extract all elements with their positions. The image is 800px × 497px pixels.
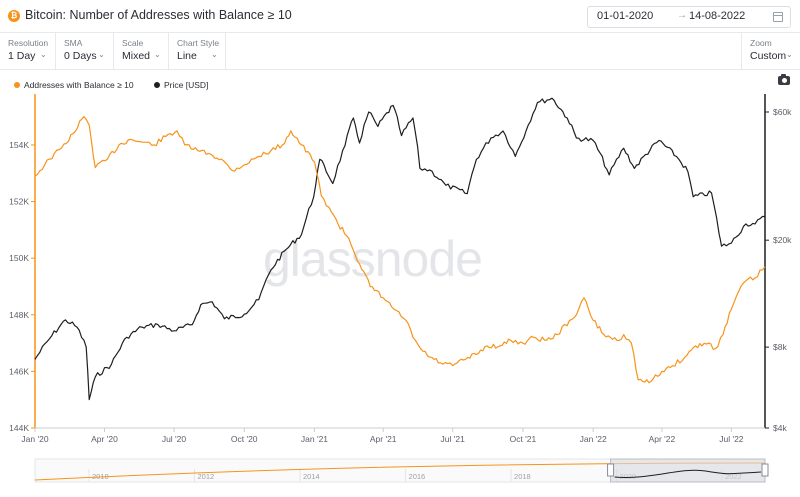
navigator-tick-label: 2018 <box>514 472 531 481</box>
x-tick-label: Jan '21 <box>301 434 328 444</box>
legend-label-addresses: Addresses with Balance ≥ 10 <box>24 79 134 90</box>
y-left-tick-label: 152K <box>9 197 29 207</box>
x-tick-label: Apr '22 <box>649 434 676 444</box>
y-right-tick-label: $60k <box>773 107 792 117</box>
legend-label-price: Price [USD] <box>164 79 209 90</box>
x-tick-label: Apr '21 <box>370 434 397 444</box>
date-start-input[interactable]: 01-01-2020 <box>597 10 654 22</box>
x-tick-label: Jul '20 <box>162 434 187 444</box>
header-bar: ₿ Bitcoin: Number of Addresses with Bala… <box>0 0 800 32</box>
y-left-tick-label: 150K <box>9 253 29 263</box>
y-left-tick-label: 144K <box>9 423 29 433</box>
chevron-down-icon: ⌄ <box>154 50 161 59</box>
arrow-right-icon: → <box>677 10 687 21</box>
resolution-select[interactable]: Resolution 1 Day ⌄ <box>0 33 56 70</box>
legend-dot-addresses <box>14 81 20 88</box>
x-tick-label: Oct '21 <box>510 434 537 444</box>
page-title: Bitcoin: Number of Addresses with Balanc… <box>25 8 292 22</box>
sma-select[interactable]: SMA 0 Days ⌄ <box>56 33 114 70</box>
x-tick-label: Oct '20 <box>231 434 258 444</box>
series-line-addresses[interactable] <box>34 116 766 384</box>
navigator-tick-label: 2014 <box>303 472 320 481</box>
resolution-label: Resolution <box>8 38 49 48</box>
legend-dot-price <box>154 81 161 88</box>
chart-controls: Resolution 1 Day ⌄ SMA 0 Days ⌄ Scale Mi… <box>0 32 800 70</box>
x-tick-label: Jul '22 <box>719 434 744 444</box>
navigator-tick-label: 2012 <box>198 472 215 481</box>
x-tick-label: Jul '21 <box>441 434 466 444</box>
series-line-price[interactable] <box>34 97 765 401</box>
legend-item-addresses[interactable]: Addresses with Balance ≥ 10 <box>14 80 134 90</box>
sma-value: 0 Days <box>64 50 97 62</box>
navigator-handle-right[interactable] <box>761 463 769 477</box>
sma-label: SMA <box>64 38 83 48</box>
chevron-down-icon: ⌄ <box>211 50 218 59</box>
zoom-value: Custom <box>750 50 787 62</box>
camera-icon[interactable] <box>778 74 790 85</box>
y-right-tick-label: $4k <box>773 423 787 433</box>
scale-select[interactable]: Scale Mixed ⌄ <box>114 33 169 70</box>
y-left-tick-label: 146K <box>9 366 29 376</box>
x-tick-label: Apr '20 <box>91 434 118 444</box>
y-left-tick-label: 148K <box>9 310 29 320</box>
chevron-down-icon: ⌄ <box>786 50 793 59</box>
scale-label: Scale <box>122 38 144 48</box>
resolution-value: 1 Day <box>8 50 36 62</box>
bitcoin-icon: ₿ <box>8 10 20 22</box>
calendar-icon[interactable] <box>773 12 783 22</box>
zoom-label: Zoom <box>750 38 772 48</box>
navigator-tick-label: 2016 <box>409 472 426 481</box>
x-tick-label: Jan '22 <box>580 434 607 444</box>
date-end-input[interactable]: 14-08-2022 <box>689 10 746 22</box>
zoom-select[interactable]: Zoom Custom ⌄ <box>741 33 800 70</box>
chart-style-value: Line <box>177 50 197 62</box>
legend-item-price[interactable]: Price [USD] <box>154 80 208 90</box>
chart-style-select[interactable]: Chart Style Line ⌄ <box>169 33 226 70</box>
chart-style-label: Chart Style <box>177 38 220 48</box>
navigator-line-price <box>614 469 762 478</box>
x-tick-label: Jan '20 <box>21 434 48 444</box>
date-range-picker[interactable]: 01-01-2020 → 14-08-2022 <box>587 6 791 28</box>
chevron-down-icon: ⌄ <box>98 50 105 59</box>
navigator-handle-left[interactable] <box>607 463 615 477</box>
chevron-down-icon: ⌄ <box>40 50 47 59</box>
chart-legend: Addresses with Balance ≥ 10 Price [USD] <box>14 76 224 90</box>
y-right-tick-label: $20k <box>773 235 792 245</box>
y-right-tick-label: $8k <box>773 342 787 352</box>
y-left-tick-label: 154K <box>9 140 29 150</box>
scale-value: Mixed <box>122 50 151 62</box>
